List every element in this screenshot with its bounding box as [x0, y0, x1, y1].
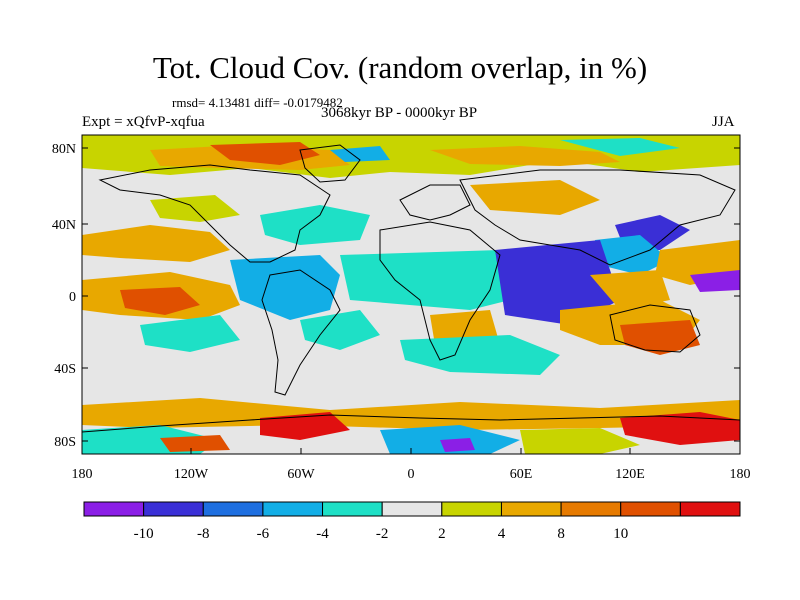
- anomaly-blob-epac-red: [120, 287, 200, 315]
- colorbar-label: -2: [376, 526, 389, 542]
- coastlines: [82, 144, 740, 433]
- coastline-antarctica: [82, 414, 740, 433]
- colorbar-swatch: [381, 501, 443, 517]
- lon-label-60w: 60W: [287, 467, 315, 482]
- coastline-south-america: [261, 269, 341, 396]
- lon-label-60e: 60E: [510, 467, 533, 482]
- lat-label-equator: 0: [69, 290, 76, 305]
- season-label: JJA: [712, 114, 735, 130]
- rmsd-diff-stats: rmsd= 4.13481 diff= -0.0179482: [172, 95, 343, 110]
- anomaly-blob-safrica-cyan: [400, 335, 560, 375]
- lon-label-120e: 120E: [615, 467, 645, 482]
- map-frame: 80N 40N 0 40S 80S 180 120W 60W 0 60E 120…: [52, 134, 751, 482]
- lon-label-180w: 180: [72, 467, 93, 482]
- colorbar-swatch: [679, 501, 741, 517]
- lat-label-80s: 80S: [54, 435, 76, 450]
- lat-label-80n: 80N: [52, 142, 76, 157]
- anomaly-blob-satl-cyan: [300, 310, 380, 350]
- colorbar-label: 2: [438, 526, 446, 542]
- anomaly-field: [82, 135, 740, 454]
- anomaly-blob-asia-orange: [470, 180, 600, 215]
- coastline-australia: [609, 304, 701, 353]
- colorbar-swatch: [262, 501, 324, 517]
- lon-label-0: 0: [408, 467, 415, 482]
- anomaly-blob-antarctic-yellow: [520, 428, 640, 454]
- colorbar-swatch: [560, 501, 622, 517]
- anomaly-blob-central-america-cyan: [230, 255, 340, 320]
- anomaly-blob-natl-cyan: [260, 205, 370, 245]
- colorbar-swatch: [143, 501, 204, 517]
- anomaly-blob-indian-ocean-blue: [495, 240, 620, 325]
- anomaly-blob-antarctic-red-2: [620, 412, 740, 445]
- anomaly-blob-australia-red: [620, 320, 700, 355]
- lon-label-120w: 120W: [174, 467, 209, 482]
- anomaly-blob-arctic-cyan: [560, 138, 680, 156]
- experiment-label: Expt = xQfvP-xqfua: [82, 114, 205, 130]
- anomaly-blob-maritime-orange: [590, 270, 670, 310]
- anomaly-blob-spac-cyan: [140, 315, 240, 352]
- anomaly-blob-antarctic-red: [260, 412, 350, 440]
- colorbar-label: 10: [613, 526, 628, 542]
- colorbar-label: -4: [316, 526, 329, 542]
- anomaly-blob-greenland-red: [210, 142, 320, 165]
- anomaly-blob-asia-cyan: [595, 235, 670, 275]
- anomaly-blob-npac-yellow: [150, 195, 240, 222]
- coastline-greenland: [299, 144, 361, 183]
- colorbar-label: 4: [498, 526, 506, 542]
- anomaly-blob-southern-ocean-orange: [82, 398, 740, 430]
- colorbar-swatch: [83, 501, 145, 517]
- colorbar-label: -10: [134, 526, 154, 542]
- coastline-asia: [459, 169, 736, 266]
- anomaly-blob-wpac-purple: [690, 270, 740, 292]
- colorbar-swatch: [441, 501, 502, 517]
- lon-label-180e: 180: [730, 467, 751, 482]
- colorbar-swatch: [620, 501, 681, 517]
- coastline-europe: [399, 184, 471, 221]
- anomaly-blob-antarctic-purple: [440, 438, 475, 452]
- anomaly-blob-arctic-east-orange: [430, 146, 620, 166]
- coastline-north-america: [98, 164, 331, 263]
- plot-title: Tot. Cloud Cov. (random overlap, in %): [152, 50, 648, 85]
- lat-ticks: [82, 147, 740, 442]
- colorbar: -10 -8 -6 -4 -2 2 4 8 10: [83, 501, 741, 542]
- anomaly-blob-npac-orange: [82, 225, 230, 262]
- colorbar-swatch: [322, 501, 383, 517]
- colorbar-label: -6: [257, 526, 270, 542]
- lat-label-40s: 40S: [54, 362, 76, 377]
- colorbar-swatch: [202, 501, 264, 517]
- colorbar-swatch: [500, 501, 562, 517]
- time-period-label: 3068kyr BP - 0000kyr BP: [321, 105, 478, 121]
- lon-ticks: [81, 448, 741, 454]
- anomaly-blob-africa-cyan: [340, 250, 510, 310]
- colorbar-label: 8: [557, 526, 565, 542]
- anomaly-blob-arctic-cyan-2: [330, 146, 390, 162]
- anomaly-blob-antarctic-red-3: [160, 435, 230, 452]
- colorbar-label: -8: [197, 526, 210, 542]
- lat-label-40n: 40N: [52, 218, 76, 233]
- coastline-africa: [379, 221, 501, 361]
